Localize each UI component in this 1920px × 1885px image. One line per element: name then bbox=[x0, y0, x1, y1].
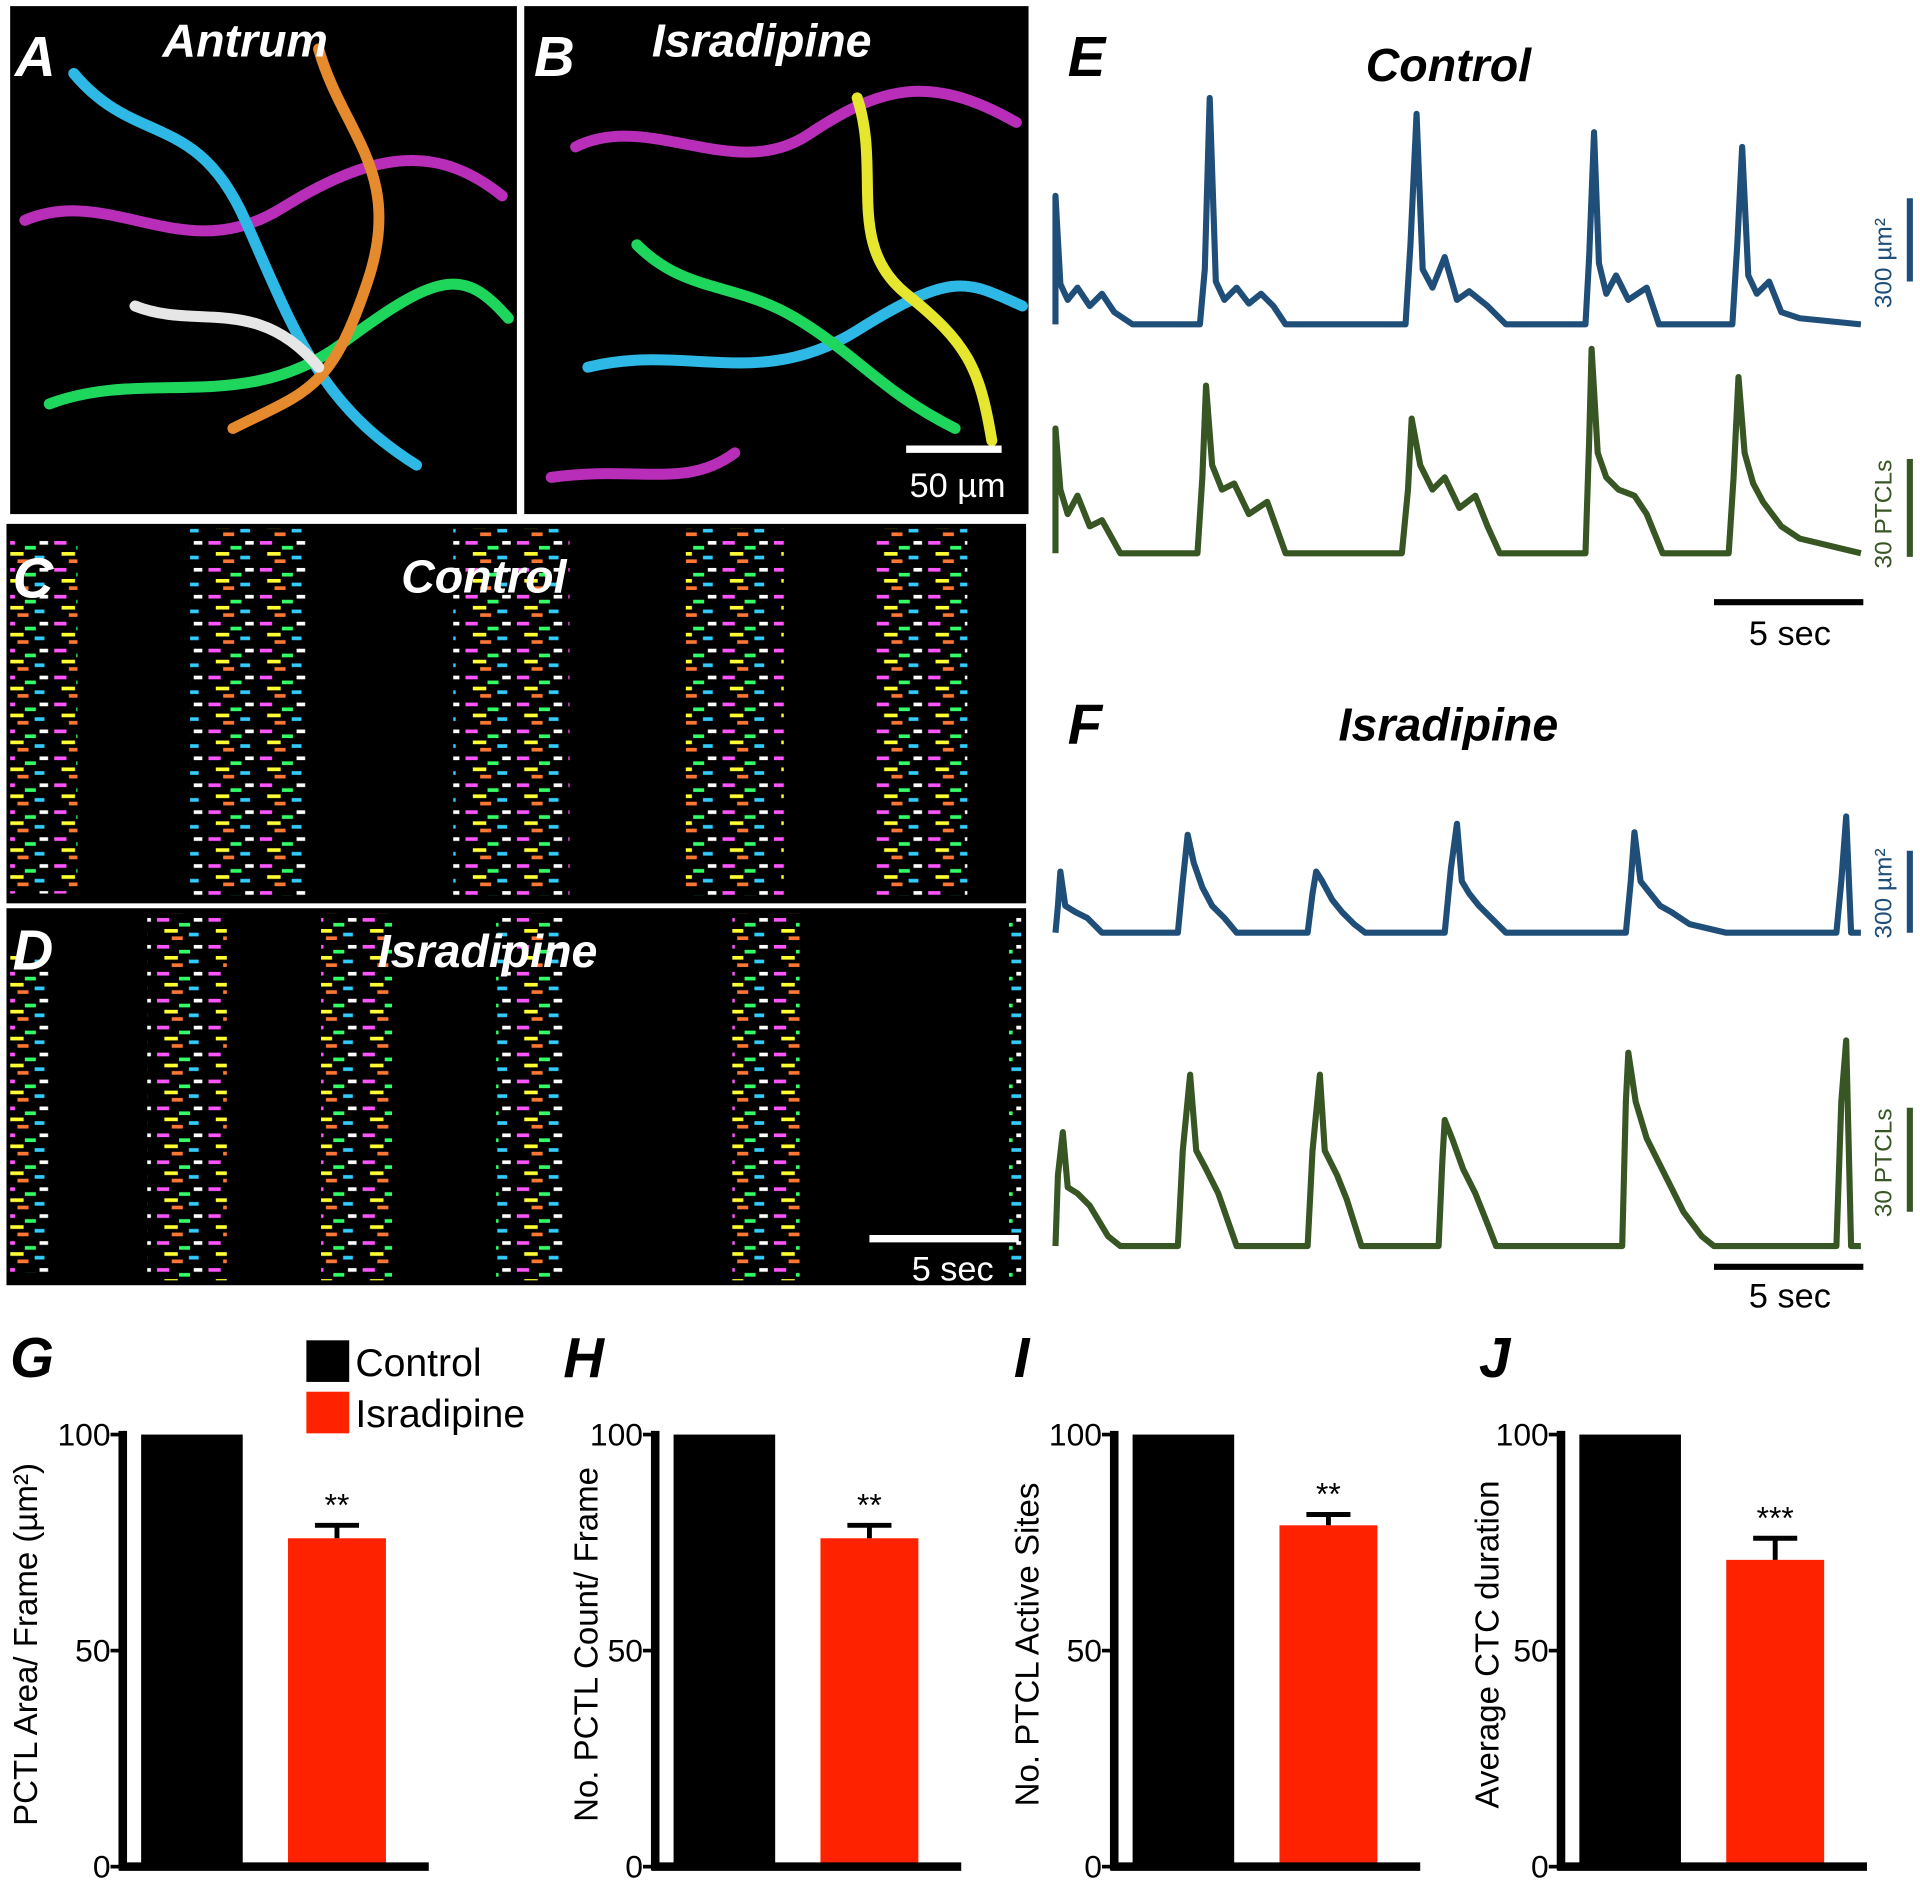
y-tick-label: 50 bbox=[1513, 1633, 1548, 1669]
y-tick-label: 50 bbox=[608, 1633, 643, 1669]
bar bbox=[288, 1538, 386, 1867]
panel-letter: E bbox=[1068, 25, 1107, 88]
significance: ** bbox=[1316, 1476, 1341, 1512]
image-title: Control bbox=[401, 550, 567, 602]
y-tick-label: 100 bbox=[1496, 1417, 1549, 1453]
panel-letter: J bbox=[1479, 1326, 1512, 1389]
scale-label: 300 µm² bbox=[1870, 218, 1897, 308]
scale-label: 5 sec bbox=[912, 1250, 994, 1288]
image-title: Isradipine bbox=[378, 925, 598, 977]
significance: *** bbox=[1757, 1499, 1794, 1535]
panel-letter: I bbox=[1014, 1326, 1031, 1389]
bar bbox=[141, 1434, 243, 1867]
bar bbox=[1726, 1559, 1825, 1867]
scale-label: 300 µm² bbox=[1870, 848, 1897, 938]
legend-label: Control bbox=[355, 1342, 481, 1385]
panel-letter: B bbox=[534, 25, 575, 88]
significance: ** bbox=[857, 1487, 882, 1523]
panel-letter: F bbox=[1068, 693, 1104, 756]
y-tick-label: 0 bbox=[625, 1849, 643, 1885]
panel-letter: H bbox=[563, 1326, 605, 1389]
image-title: Isradipine bbox=[652, 14, 872, 66]
y-tick-label: 100 bbox=[590, 1417, 643, 1453]
error-bar bbox=[1306, 1512, 1351, 1526]
image-title: Antrum bbox=[162, 14, 328, 66]
image-panels bbox=[6, 6, 1029, 1286]
y-axis-label: PCTL Area/ Frame (µm²) bbox=[8, 1463, 45, 1826]
bar bbox=[673, 1434, 776, 1867]
significance: ** bbox=[325, 1487, 350, 1523]
y-tick-label: 0 bbox=[93, 1849, 111, 1885]
error-bar bbox=[314, 1522, 360, 1539]
trace-title: Isradipine bbox=[1339, 699, 1559, 751]
panel-letter: D bbox=[13, 918, 54, 981]
y-tick-label: 50 bbox=[75, 1633, 110, 1669]
y-tick-label: 50 bbox=[1067, 1633, 1102, 1669]
bar bbox=[820, 1538, 919, 1867]
bar bbox=[1132, 1434, 1235, 1867]
legend-label: Isradipine bbox=[355, 1393, 525, 1436]
y-tick-label: 0 bbox=[1084, 1849, 1102, 1885]
legend-swatch bbox=[306, 1391, 350, 1434]
bar bbox=[1579, 1434, 1681, 1867]
scale-label: 50 µm bbox=[910, 467, 1006, 505]
trace-title: Control bbox=[1366, 39, 1532, 91]
panel-letter: C bbox=[13, 546, 55, 609]
y-tick-label: 0 bbox=[1531, 1849, 1549, 1885]
scale-label: 30 PTCLs bbox=[1870, 460, 1897, 569]
y-axis-label: No. PCTL Count/ Frame bbox=[569, 1467, 606, 1822]
y-tick-label: 100 bbox=[57, 1417, 110, 1453]
y-axis-label: Average CTC duration bbox=[1470, 1480, 1507, 1808]
scale-label: 30 PTCLs bbox=[1870, 1108, 1897, 1217]
y-axis-label: No. PTCL Active Sites bbox=[1009, 1483, 1046, 1807]
traces bbox=[1052, 94, 1913, 1270]
y-tick-label: 100 bbox=[1049, 1417, 1102, 1453]
bar bbox=[1279, 1525, 1378, 1867]
scale-label: 5 sec bbox=[1749, 1277, 1831, 1315]
panel-letter: G bbox=[10, 1326, 54, 1389]
error-bar bbox=[1753, 1535, 1798, 1560]
legend-swatch bbox=[306, 1340, 350, 1382]
scale-label: 5 sec bbox=[1749, 615, 1831, 653]
panel-letter: A bbox=[13, 25, 56, 88]
error-bar bbox=[847, 1522, 892, 1539]
